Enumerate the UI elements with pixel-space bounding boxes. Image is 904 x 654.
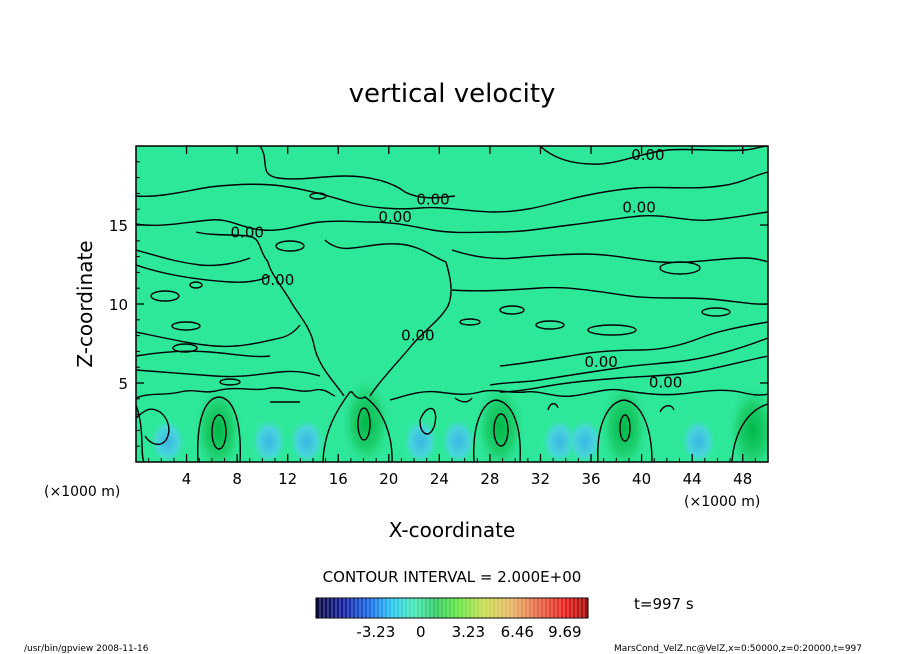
y-tick-label-1: 10 xyxy=(109,296,128,314)
x-tick-label-11: 48 xyxy=(733,470,752,488)
y-unit-label: (×1000 m) xyxy=(44,484,120,500)
downdraft-patch-6 xyxy=(566,417,603,462)
contour-labels: 0.00 0.00 0.00 0.00 0.00 0.00 0.00 0.00 0.00 xyxy=(231,146,683,392)
updraft-cell-4 xyxy=(726,382,768,462)
contour-label-7: 0.00 xyxy=(584,353,617,371)
x-tick-label-1: 8 xyxy=(232,470,242,488)
colorbar-fill xyxy=(315,597,589,619)
colorbar-tick-1: 0 xyxy=(416,623,426,641)
x-tick-label-8: 36 xyxy=(581,470,600,488)
chart-title: vertical velocity xyxy=(349,79,556,109)
downdraft-patch-2 xyxy=(288,417,325,462)
contour-label-2: 0.00 xyxy=(378,208,411,226)
colorbar-ticks: -3.23 0 3.23 6.46 9.69 xyxy=(356,623,581,641)
x-tick-label-5: 24 xyxy=(430,470,449,488)
x-unit-label: (×1000 m) xyxy=(684,494,760,510)
x-tick-label-10: 44 xyxy=(683,470,702,488)
contour-label-6: 0.00 xyxy=(401,326,434,344)
downdraft-patch-4 xyxy=(440,417,477,462)
y-axis-title: Z-coordinate xyxy=(73,240,97,367)
downdraft-patch-7 xyxy=(680,417,717,462)
contour-lines xyxy=(136,146,768,462)
updraft-cell-2 xyxy=(474,379,527,462)
contour-label-4: 0.00 xyxy=(231,224,264,242)
colorbar-tick-3: 6.46 xyxy=(501,623,534,641)
downdraft-patch-0 xyxy=(149,417,186,462)
x-tick-label-6: 28 xyxy=(480,470,499,488)
contour-label-5: 0.00 xyxy=(261,271,294,289)
y-axis-ticks: 5 10 15 xyxy=(109,161,768,447)
y-tick-label-0: 5 xyxy=(118,375,128,393)
updraft-shading xyxy=(192,374,768,462)
time-label: t=997 s xyxy=(634,595,694,613)
contour-label-3: 0.00 xyxy=(622,198,655,216)
x-tick-label-0: 4 xyxy=(182,470,192,488)
x-tick-label-4: 20 xyxy=(379,470,398,488)
contour-label-1: 0.00 xyxy=(416,190,449,208)
colorbar-tick-2: 3.23 xyxy=(452,623,485,641)
x-tick-label-9: 40 xyxy=(632,470,651,488)
updraft-cell-1 xyxy=(340,374,393,462)
updraft-cell-3 xyxy=(597,379,650,462)
x-tick-label-7: 32 xyxy=(531,470,550,488)
x-tick-label-3: 16 xyxy=(329,470,348,488)
colorbar-tick-4: 9.69 xyxy=(548,623,581,641)
downdraft-patch-1 xyxy=(250,417,287,462)
contour-label-8: 0.00 xyxy=(649,374,682,392)
downdraft-patch-3 xyxy=(402,417,439,462)
x-tick-label-2: 12 xyxy=(278,470,297,488)
colorbar-tick-0: -3.23 xyxy=(356,623,395,641)
y-tick-label-2: 15 xyxy=(109,217,128,235)
colorbar: -3.23 0 3.23 6.46 9.69 xyxy=(315,597,589,641)
downdraft-shading xyxy=(149,417,717,462)
x-axis-ticks: 4 8 12 16 20 24 28 32 36 40 44 48 xyxy=(148,146,756,488)
x-axis-title: X-coordinate xyxy=(389,518,516,542)
plot-area: 0.00 0.00 0.00 0.00 0.00 0.00 0.00 0.00 0.00 xyxy=(136,146,768,462)
contour-label-0: 0.00 xyxy=(631,146,664,164)
contour-interval-label: CONTOUR INTERVAL = 2.000E+00 xyxy=(323,568,582,586)
updraft-cell-0 xyxy=(192,382,245,462)
footer-left: /usr/bin/gpview 2008-11-16 xyxy=(24,644,149,654)
footer-right: MarsCond_VelZ.nc@VelZ,x=0:50000,z=0:2000… xyxy=(614,644,862,654)
